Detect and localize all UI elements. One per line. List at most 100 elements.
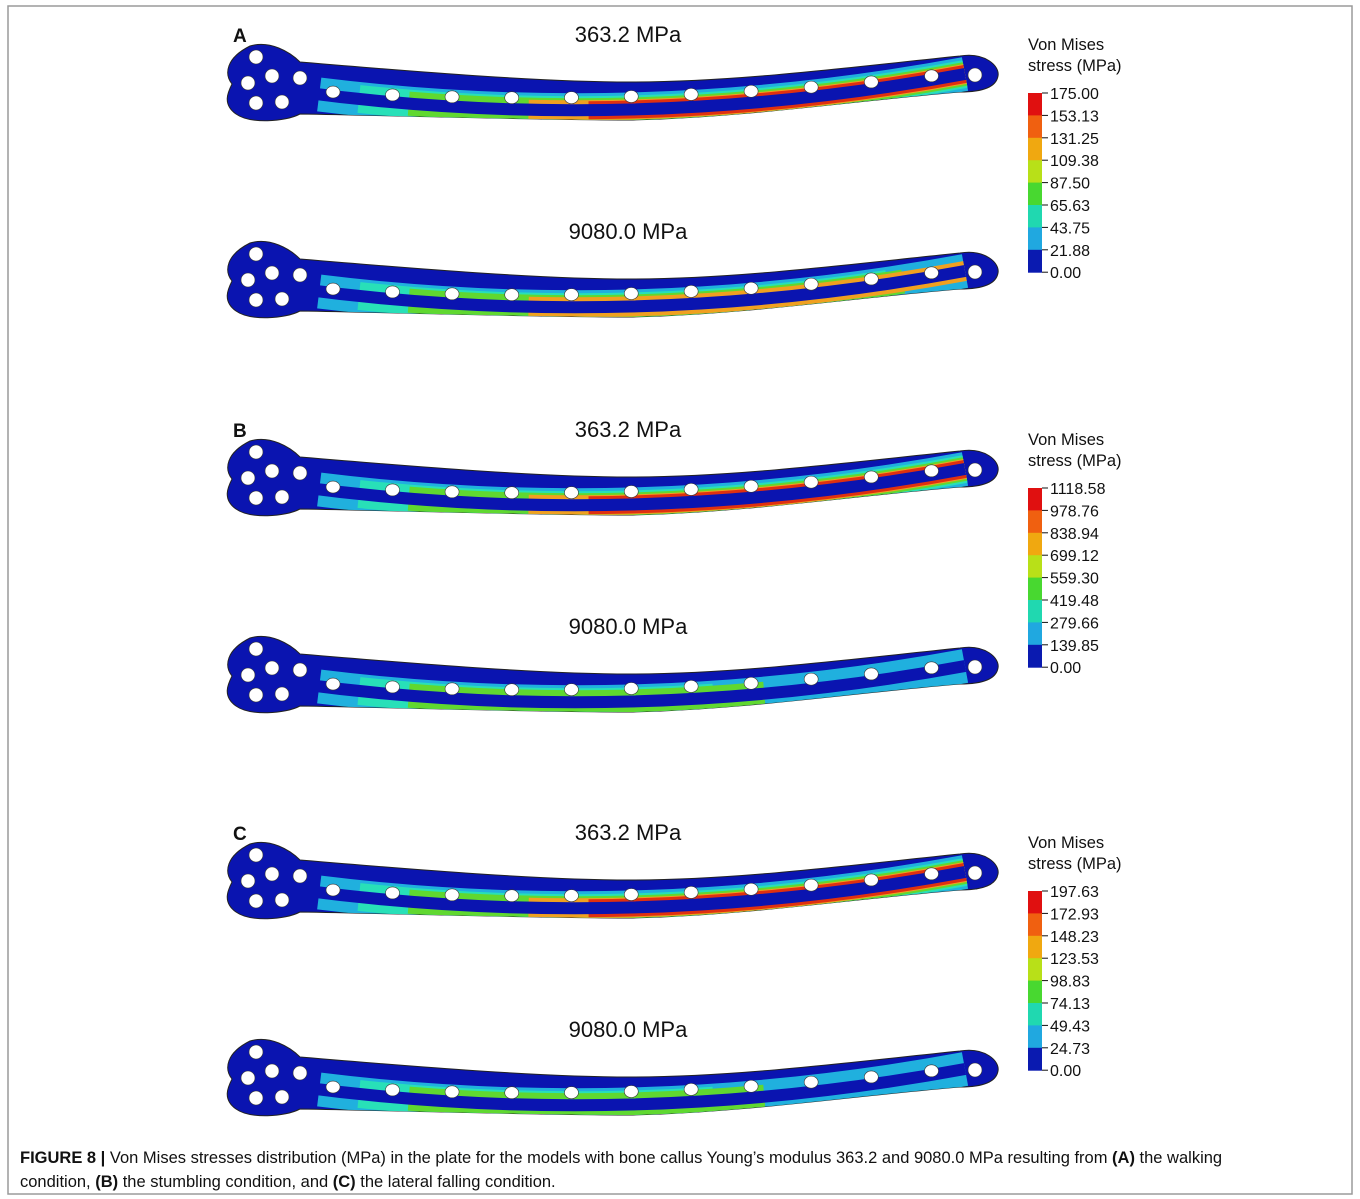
hole [564,288,579,301]
hole [803,672,819,686]
panel-label: B [233,421,247,442]
colorbar-label: 419.48 [1050,593,1099,610]
caption-text: the walking [1135,1149,1222,1167]
hole [248,1090,264,1106]
colorbar-segment [1028,510,1042,534]
hole [274,489,290,505]
hole [967,1062,983,1078]
stress-bands [247,855,969,919]
hole [863,873,879,887]
panel-label: C [233,824,247,845]
hole [564,1086,579,1099]
stress-bands [247,1052,969,1116]
hole [564,486,579,499]
colorbar-segment [1028,577,1042,601]
hole [863,1070,879,1084]
hole [504,889,520,903]
hole [248,49,264,65]
colorbar-label: 139.85 [1050,638,1099,655]
hole [248,490,264,506]
hole [683,1083,699,1096]
band-core [249,660,967,709]
plate-title: 9080.0 MPa [569,614,688,639]
hole [264,660,280,676]
band-core [249,1063,967,1112]
hole [240,470,256,486]
colorbar-segment [1028,160,1042,184]
colorbar-segment [1028,622,1042,646]
hole [504,486,520,500]
colorbar-segment [1028,137,1042,161]
colorbar-segment [1028,227,1042,251]
caption-line: condition, (B) the stumbling condition, … [20,1173,556,1191]
plate-title: 9080.0 MPa [569,219,688,244]
hole [325,480,341,494]
legend-title: Von Mises [1028,834,1104,852]
hole [504,91,520,105]
caption-text: the lateral falling condition. [356,1173,556,1191]
legend-title: Von Mises [1028,431,1104,449]
hole [924,69,939,83]
colorbar-label: 172.93 [1050,906,1099,923]
colorbar-label: 98.83 [1050,974,1090,991]
hole [325,1080,341,1094]
hole [385,88,400,102]
hole [683,285,699,298]
colorbar-label: 74.13 [1050,996,1090,1013]
figure-frame [7,5,1353,1195]
hole [248,687,264,703]
hole [274,686,290,702]
hole [863,667,879,681]
colorbar-segment [1028,1003,1042,1026]
colorbar-label: 87.50 [1050,176,1090,193]
hole [274,94,290,110]
hole [248,95,264,111]
hole [248,444,264,460]
hole [924,1064,939,1078]
colorbar-segment [1028,205,1042,228]
plate-title: 363.2 MPa [575,417,682,442]
legend-title: stress (MPa) [1028,57,1122,75]
colorbar-segment [1028,182,1042,206]
colorbar-label: 65.63 [1050,198,1090,215]
colorbar-segment [1028,913,1042,937]
colorbar-segment [1028,115,1042,139]
hole [325,883,341,897]
plate [226,44,999,122]
hole [385,483,400,497]
hole [683,483,699,496]
colorbar-label: 109.38 [1050,153,1099,170]
hole [292,1065,308,1081]
hole [924,661,939,675]
hole [385,886,400,900]
hole [743,882,759,896]
hole [292,662,308,678]
hole [743,84,759,98]
hole [623,888,639,901]
colorbar-label: 0.00 [1050,265,1081,282]
colorbar-segment [1028,93,1042,116]
hole [385,1083,400,1097]
hole [924,266,939,280]
hole [504,288,520,302]
colorbar-segment [1028,532,1042,556]
plate [226,636,999,714]
hole [924,464,939,478]
hole [863,470,879,484]
plate-title: 363.2 MPa [575,22,682,47]
hole [743,281,759,295]
hole [240,1070,256,1086]
hole [623,485,639,498]
hole [623,90,639,103]
hole [248,246,264,262]
stress-bands [247,649,969,713]
hole [264,265,280,281]
colorbar-label: 197.63 [1050,884,1099,901]
hole [264,463,280,479]
caption-text: the stumbling condition, and [118,1173,333,1191]
hole [292,267,308,283]
hole [924,867,939,881]
colorbar-label: 1118.58 [1050,481,1106,498]
hole [444,287,460,301]
stress-bands [247,57,969,121]
